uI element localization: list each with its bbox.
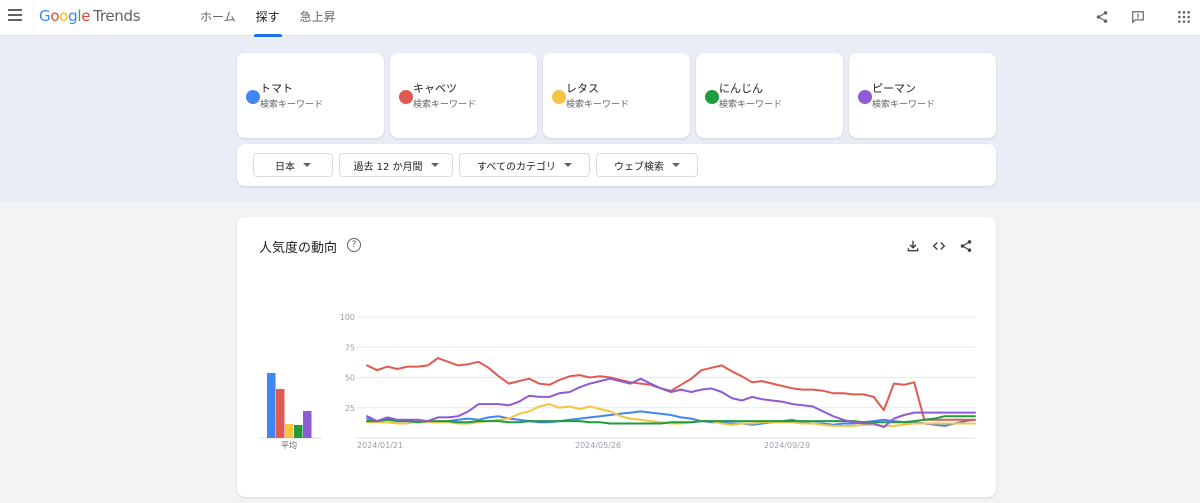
average-bar xyxy=(285,424,294,438)
term-subtitle: 検索キーワード xyxy=(260,100,324,110)
series-line-4 xyxy=(366,377,976,429)
series-line-1 xyxy=(366,357,976,421)
logo-google: Google xyxy=(39,7,91,25)
embed-code-icon[interactable] xyxy=(930,237,948,255)
average-bar xyxy=(294,425,303,438)
main-nav: ホーム 探す 急上昇 xyxy=(192,0,348,37)
interest-over-time-card: 人気度の動向 ? 100 75 50 25 2024/01/21 2024/05/26 20… xyxy=(237,217,996,497)
average-bar xyxy=(267,373,276,438)
series-line-0 xyxy=(366,410,976,427)
term-card-pepper[interactable]: ピーマン 検索キーワード xyxy=(849,53,996,138)
term-color-dot xyxy=(399,90,413,104)
chevron-down-icon xyxy=(430,163,439,167)
y-tick-label: 50 xyxy=(345,374,355,383)
y-tick-label: 100 xyxy=(340,313,355,322)
term-subtitle: 検索キーワード xyxy=(566,100,630,110)
series-line-2 xyxy=(366,403,976,427)
search-type-dropdown[interactable]: ウェブ検索 xyxy=(596,153,698,177)
apps-grid-icon[interactable] xyxy=(1173,6,1195,28)
period-value: 過去 12 か月間 xyxy=(353,161,423,173)
y-tick-label: 75 xyxy=(345,343,355,352)
help-icon[interactable]: ? xyxy=(347,238,361,252)
term-color-dot xyxy=(705,90,719,104)
feedback-icon[interactable] xyxy=(1127,6,1149,28)
region-value: 日本 xyxy=(275,161,295,173)
term-card-cabbage[interactable]: キャベツ 検索キーワード xyxy=(390,53,537,138)
nav-home[interactable]: ホーム xyxy=(200,10,236,24)
nav-explore[interactable]: 探す xyxy=(248,0,288,37)
menu-icon[interactable] xyxy=(8,9,22,23)
term-name: レタス xyxy=(566,82,599,95)
category-value: すべてのカテゴリ xyxy=(477,161,556,173)
term-name: ピーマン xyxy=(872,82,916,95)
category-dropdown[interactable]: すべてのカテゴリ xyxy=(459,153,590,177)
chart-title: 人気度の動向 xyxy=(259,241,338,256)
y-tick-label: 25 xyxy=(345,404,355,413)
term-name: キャベツ xyxy=(413,82,457,95)
nav-trending[interactable]: 急上昇 xyxy=(299,10,336,24)
download-icon[interactable] xyxy=(904,237,922,255)
interest-chart[interactable]: 100 75 50 25 2024/01/21 2024/05/26 2024/09/29 平… xyxy=(237,217,996,497)
chevron-down-icon xyxy=(672,163,680,167)
filter-bar: 日本 過去 12 か月間 すべてのカテゴリ ウェブ検索 xyxy=(237,144,996,186)
x-tick-label: 2024/09/29 xyxy=(764,441,810,450)
x-tick-label: 2024/05/26 xyxy=(575,441,621,450)
top-bar: Google Trends ホーム 探す 急上昇 xyxy=(0,0,1200,37)
term-card-tomato[interactable]: トマト 検索キーワード xyxy=(237,53,384,138)
average-bar xyxy=(303,411,312,438)
term-subtitle: 検索キーワード xyxy=(872,100,936,110)
x-tick-label: 2024/01/21 xyxy=(357,441,403,450)
term-card-lettuce[interactable]: レタス 検索キーワード xyxy=(543,53,690,138)
period-dropdown[interactable]: 過去 12 か月間 xyxy=(339,153,453,177)
term-subtitle: 検索キーワード xyxy=(719,100,783,110)
term-color-dot xyxy=(552,90,566,104)
google-trends-logo[interactable]: Google Trends xyxy=(39,7,141,25)
term-color-dot xyxy=(246,90,260,104)
search-type-value: ウェブ検索 xyxy=(614,161,664,173)
term-color-dot xyxy=(858,90,872,104)
term-name: にんじん xyxy=(719,82,763,95)
term-name: トマト xyxy=(260,82,293,95)
share-chart-icon[interactable] xyxy=(957,237,975,255)
average-label: 平均 xyxy=(281,440,297,450)
average-bar xyxy=(276,389,285,438)
region-dropdown[interactable]: 日本 xyxy=(253,153,333,177)
term-card-carrot[interactable]: にんじん 検索キーワード xyxy=(696,53,843,138)
chevron-down-icon xyxy=(303,163,311,167)
chevron-down-icon xyxy=(563,163,572,167)
share-icon[interactable] xyxy=(1091,6,1113,28)
series-line-3 xyxy=(366,415,976,425)
term-subtitle: 検索キーワード xyxy=(413,100,477,110)
logo-trends: Trends xyxy=(93,7,141,25)
